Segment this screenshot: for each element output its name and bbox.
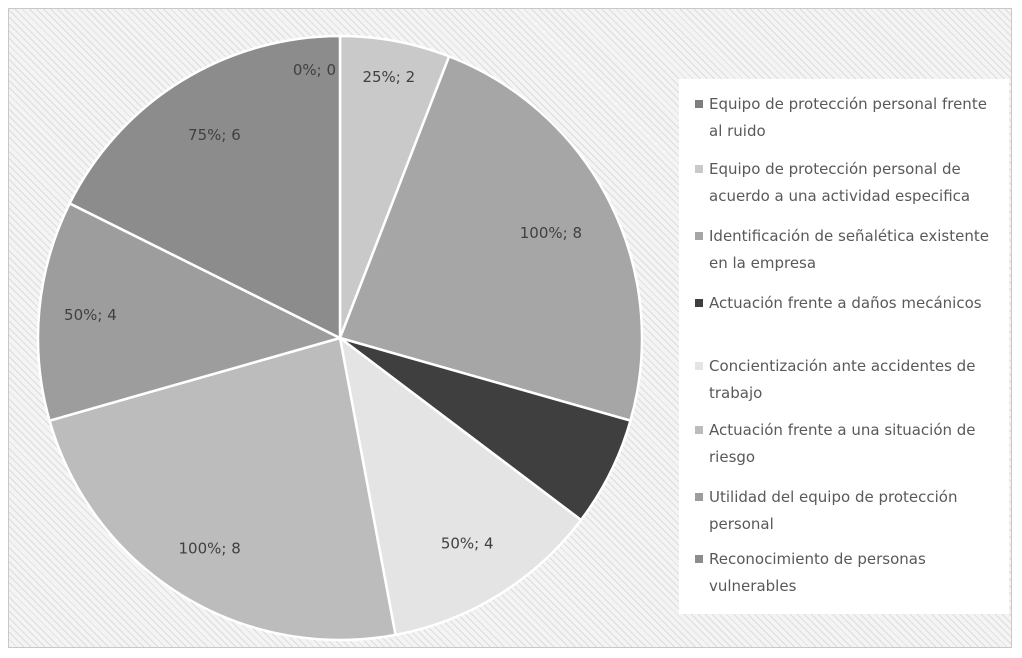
legend-label: Actuación frente a una situación de ries… <box>709 421 976 466</box>
legend-label: Equipo de protección personal frente al … <box>709 95 987 140</box>
data-label: 100%; 8 <box>520 224 582 242</box>
data-label: 50%; 4 <box>64 306 117 324</box>
legend-item: Identificación de señalética existente e… <box>695 223 1005 277</box>
legend-item: Utilidad del equipo de protección person… <box>695 484 1005 538</box>
legend-label: Concientización ante accidentes de traba… <box>709 357 976 402</box>
data-label: 100%; 8 <box>179 540 241 558</box>
legend-swatch <box>695 426 703 434</box>
legend-item: Equipo de protección personal frente al … <box>695 91 1005 145</box>
pie-slice <box>338 335 583 637</box>
data-label: 25%; 2 <box>362 68 415 86</box>
pie-slice <box>36 201 344 423</box>
legend-item: Actuación frente a daños mecánicos <box>695 290 1005 317</box>
legend-item: Actuación frente a una situación de ries… <box>695 417 1005 471</box>
legend-label: Actuación frente a daños mecánicos <box>709 294 982 312</box>
legend-swatch <box>695 299 703 307</box>
legend-swatch <box>695 362 703 370</box>
legend-swatch <box>695 165 703 173</box>
data-label: 50%; 4 <box>441 534 494 552</box>
data-label: 0%; 0 <box>293 61 336 79</box>
legend-swatch <box>695 555 703 563</box>
legend-label: Identificación de señalética existente e… <box>709 227 989 272</box>
legend: Equipo de protección personal frente al … <box>679 79 1009 614</box>
pie-slice <box>338 54 644 423</box>
pie-chart: 0%; 0 25%; 2 100%; 8 25%; 2 50%; 4 100%; 8 50%… <box>36 34 644 642</box>
legend-swatch <box>695 232 703 240</box>
legend-item: Reconocimiento de personas vulnerables <box>695 546 1005 600</box>
data-label: 25%; 2 <box>535 439 588 457</box>
pie-slice <box>47 336 397 642</box>
legend-item: Equipo de protección personal de acuerdo… <box>695 156 1005 210</box>
legend-item: Concientización ante accidentes de traba… <box>695 353 1005 407</box>
pie-slice <box>67 34 342 341</box>
legend-label: Reconocimiento de personas vulnerables <box>709 550 926 595</box>
legend-label: Equipo de protección personal de acuerdo… <box>709 160 971 205</box>
data-label: 75%; 6 <box>188 126 241 144</box>
legend-swatch <box>695 493 703 501</box>
legend-label: Utilidad del equipo de protección person… <box>709 488 958 533</box>
chart-area: 0%; 0 25%; 2 100%; 8 25%; 2 50%; 4 100%; 8 50%… <box>8 8 1012 648</box>
legend-swatch <box>695 100 703 108</box>
